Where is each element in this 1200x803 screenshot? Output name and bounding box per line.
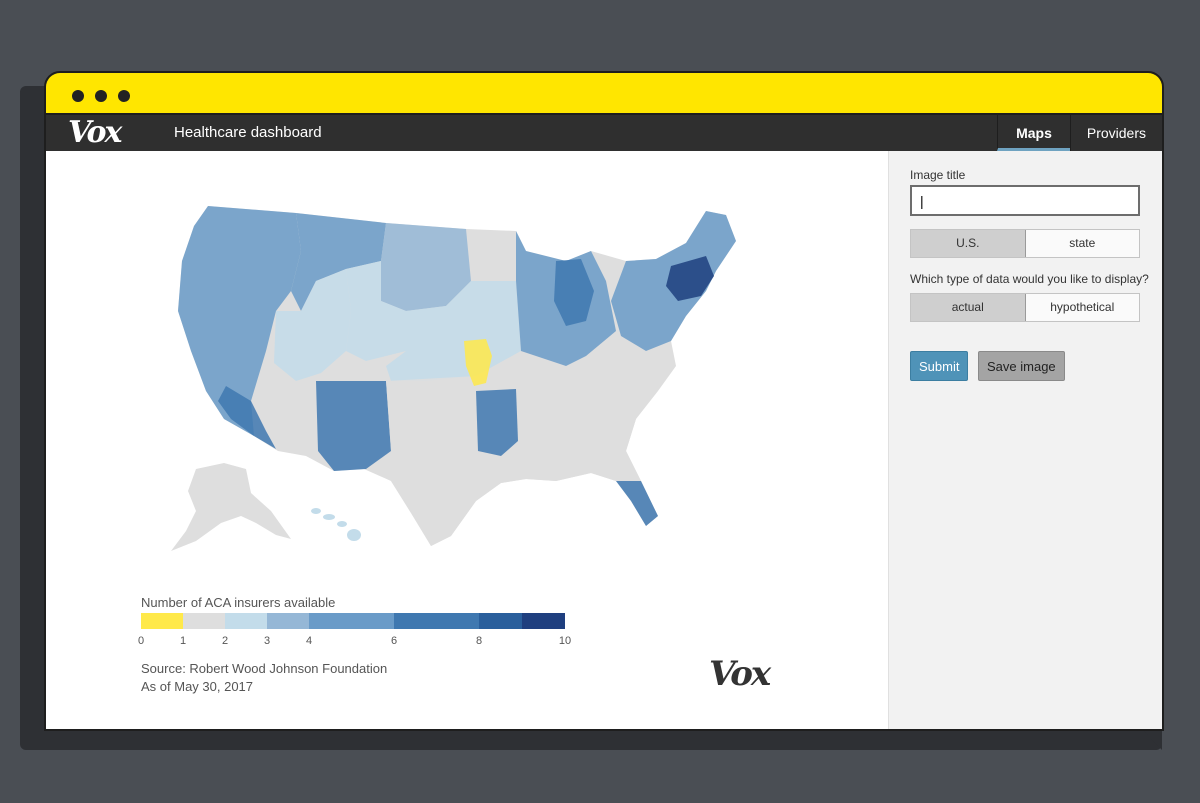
- legend-swatch: [183, 613, 225, 629]
- scope-us-button[interactable]: U.S.: [911, 230, 1026, 257]
- vox-watermark: Vox: [709, 654, 771, 694]
- arkansas-region: [476, 389, 518, 456]
- northern-plains-region: [381, 223, 471, 311]
- app-title: Healthcare dashboard: [174, 124, 322, 141]
- scope-toggle: U.S. state: [910, 229, 1140, 258]
- legend-tick: 4: [305, 635, 313, 647]
- legend-tick: 10: [558, 635, 572, 647]
- legend-swatch: [141, 613, 183, 629]
- nav-tabs: Maps Providers: [997, 115, 1162, 151]
- window-titlebar: [46, 73, 1162, 115]
- date-text: As of May 30, 2017: [141, 679, 254, 694]
- florida-region: [616, 481, 658, 526]
- legend-tick: 2: [221, 635, 229, 647]
- map-panel: Number of ACA insurers available 0 1 2 3…: [46, 151, 888, 729]
- window-dot-icon[interactable]: [118, 90, 130, 102]
- central-rockies-region: [346, 261, 406, 361]
- us-county-map[interactable]: [46, 151, 888, 591]
- legend-swatch: [225, 613, 267, 629]
- browser-window: Vox Healthcare dashboard Maps Providers: [44, 71, 1164, 731]
- data-type-question: Which type of data would you like to dis…: [910, 272, 1149, 286]
- image-title-label: Image title: [910, 168, 966, 182]
- southwest-region: [316, 381, 391, 471]
- legend-swatch: [309, 613, 394, 629]
- southern-region: [386, 351, 646, 546]
- legend-swatch: [479, 613, 522, 629]
- sidebar: Image title U.S. state Which type of dat…: [888, 151, 1162, 729]
- legend-swatch: [267, 613, 309, 629]
- southern-california-region: [218, 386, 276, 449]
- submit-button[interactable]: Submit: [910, 351, 969, 381]
- save-image-button[interactable]: Save image: [978, 351, 1065, 381]
- new-england-region: [666, 256, 714, 301]
- window-dot-icon[interactable]: [72, 90, 84, 102]
- michigan-region: [554, 259, 594, 326]
- image-title-input[interactable]: [910, 185, 1140, 216]
- legend-tick: 8: [475, 635, 483, 647]
- data-type-toggle: actual hypothetical: [910, 293, 1140, 322]
- source-note: Source: Robert Wood Johnson Foundation A…: [141, 660, 387, 696]
- tab-providers[interactable]: Providers: [1069, 115, 1162, 151]
- vox-logo[interactable]: Vox: [68, 115, 122, 150]
- legend-tick: 0: [137, 635, 145, 647]
- source-text: Source: Robert Wood Johnson Foundation: [141, 661, 388, 676]
- legend-title: Number of ACA insurers available: [141, 595, 336, 610]
- great-basin-region: [274, 269, 351, 381]
- window-dot-icon[interactable]: [95, 90, 107, 102]
- hawaii-shape: [311, 508, 361, 541]
- legend-swatch: [522, 613, 565, 629]
- main-content: Number of ACA insurers available 0 1 2 3…: [46, 151, 1162, 729]
- alaska-shape: [171, 463, 291, 551]
- scope-state-button[interactable]: state: [1025, 230, 1139, 257]
- legend-tick: 1: [179, 635, 187, 647]
- pacific-region: [178, 206, 301, 436]
- legend-tick: 3: [263, 635, 271, 647]
- legend-swatch: [394, 613, 479, 629]
- legend-tick: 6: [390, 635, 398, 647]
- zero-insurer-region: [464, 339, 492, 386]
- tab-maps[interactable]: Maps: [997, 115, 1070, 151]
- navbar: Vox Healthcare dashboard Maps Providers: [46, 115, 1162, 151]
- data-actual-button[interactable]: actual: [911, 294, 1026, 321]
- northern-rockies-region: [291, 213, 386, 311]
- data-hypothetical-button[interactable]: hypothetical: [1025, 294, 1139, 321]
